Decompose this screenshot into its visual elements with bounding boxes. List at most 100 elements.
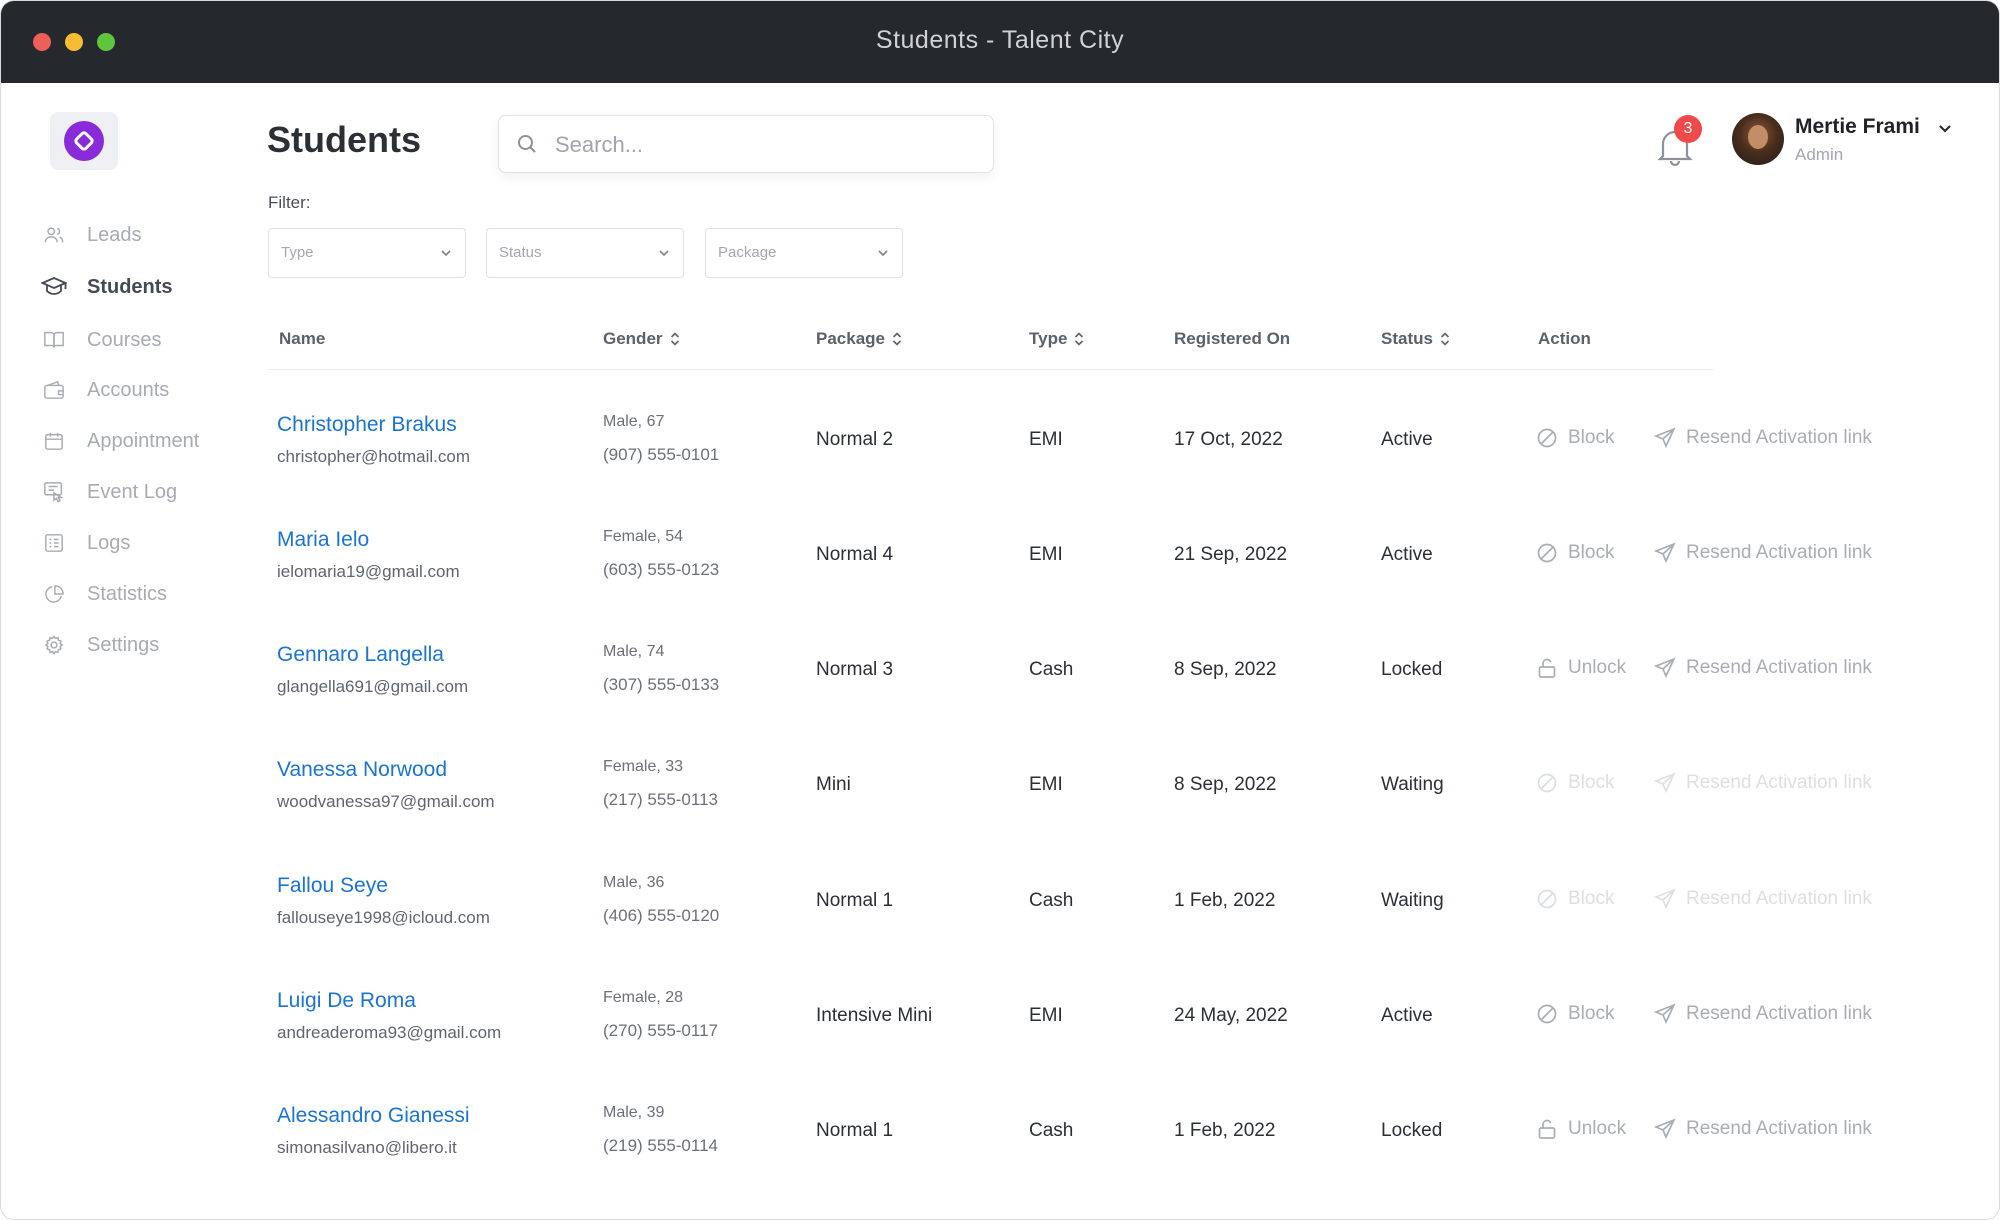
student-package: Normal 1 (816, 890, 894, 911)
student-status: Active (1381, 544, 1433, 565)
block-button[interactable]: Block (1536, 427, 1614, 449)
block-button[interactable]: Block (1536, 542, 1614, 564)
sidebar-item-label: Courses (87, 328, 162, 351)
column-header-type[interactable]: Type (1029, 329, 1085, 349)
users-icon (41, 222, 67, 248)
block-button: Block (1536, 888, 1614, 910)
student-name-link[interactable]: Maria Ielo (277, 528, 370, 551)
block-button[interactable]: Block (1536, 1003, 1614, 1025)
table-row: Fallou Seye fallouseye1998@icloud.com Ma… (1, 874, 1999, 964)
student-gender-age: Female, 33 (603, 758, 684, 775)
student-name-link[interactable]: Gennaro Langella (277, 643, 444, 666)
student-phone: (270) 555-0117 (603, 1021, 718, 1040)
student-gender-age: Male, 39 (603, 1104, 665, 1121)
student-registered-on: 8 Sep, 2022 (1174, 659, 1277, 680)
search-input[interactable] (553, 126, 957, 164)
block-icon (1536, 427, 1558, 449)
sidebar-item-label: Students (87, 275, 173, 298)
chevron-down-icon (657, 246, 671, 260)
graduation-cap-icon (41, 274, 67, 300)
student-name-link[interactable]: Vanessa Norwood (277, 758, 448, 781)
app-logo[interactable] (50, 112, 118, 170)
sidebar-item-appointment[interactable]: Appointment (41, 426, 199, 456)
event-log-icon (41, 479, 67, 505)
sidebar-item-event-log[interactable]: Event Log (41, 477, 177, 507)
student-package: Normal 3 (816, 659, 894, 680)
resend-activation-link-button[interactable]: Resend Activation link (1653, 657, 1872, 679)
send-icon (1653, 1118, 1676, 1140)
user-name[interactable]: Mertie Frami (1795, 115, 1920, 138)
resend-activation-link-button: Resend Activation link (1653, 888, 1872, 910)
resend-activation-link-button: Resend Activation link (1653, 772, 1872, 794)
student-type: EMI (1029, 774, 1063, 795)
student-type: EMI (1029, 429, 1063, 450)
student-package: Intensive Mini (816, 1005, 933, 1026)
chevron-down-icon[interactable] (1936, 119, 1954, 137)
student-name-link[interactable]: Luigi De Roma (277, 989, 416, 1012)
student-email: simonasilvano@libero.it (277, 1138, 457, 1157)
column-header-gender[interactable]: Gender (603, 329, 681, 349)
student-email: woodvanessa97@gmail.com (277, 792, 495, 811)
resend-activation-link-button[interactable]: Resend Activation link (1653, 1118, 1872, 1140)
resend-activation-link-button[interactable]: Resend Activation link (1653, 542, 1872, 564)
student-email: christopher@hotmail.com (277, 447, 470, 466)
table-row: Alessandro Gianessi simonasilvano@libero… (1, 1104, 1999, 1194)
student-type: Cash (1029, 1120, 1074, 1141)
student-phone: (217) 555-0113 (603, 790, 718, 809)
student-registered-on: 1 Feb, 2022 (1174, 1120, 1276, 1141)
package-filter-select[interactable]: Package (705, 228, 903, 278)
student-phone: (406) 555-0120 (603, 906, 720, 925)
sidebar-item-courses[interactable]: Courses (41, 325, 161, 355)
send-icon (1653, 888, 1676, 910)
unlock-button[interactable]: Unlock (1536, 657, 1626, 679)
student-name-link[interactable]: Christopher Brakus (277, 413, 457, 436)
block-icon (1536, 1003, 1558, 1025)
student-email: andreaderoma93@gmail.com (277, 1023, 502, 1042)
sidebar-item-accounts[interactable]: Accounts (41, 375, 169, 405)
sort-icon (1073, 330, 1085, 348)
student-gender-age: Female, 54 (603, 528, 684, 545)
column-header-package[interactable]: Package (816, 329, 903, 349)
student-email: fallouseye1998@icloud.com (277, 908, 490, 927)
maximize-window-button[interactable] (97, 33, 115, 51)
sidebar-item-logs[interactable]: Logs (41, 528, 130, 558)
avatar[interactable] (1732, 113, 1784, 165)
table-row: Luigi De Roma andreaderoma93@gmail.com F… (1, 989, 1999, 1079)
search-icon (515, 132, 539, 156)
sort-icon (1439, 330, 1451, 348)
student-name-link[interactable]: Fallou Seye (277, 874, 388, 897)
resend-activation-link-button[interactable]: Resend Activation link (1653, 427, 1872, 449)
sidebar-item-students[interactable]: Students (41, 272, 173, 302)
list-icon (41, 530, 67, 556)
sidebar-item-statistics[interactable]: Statistics (41, 579, 167, 609)
sidebar-item-leads[interactable]: Leads (41, 220, 142, 250)
sidebar-item-label: Leads (87, 223, 142, 246)
resend-activation-link-button[interactable]: Resend Activation link (1653, 1003, 1872, 1025)
chevron-down-icon (876, 246, 890, 260)
sidebar-item-label: Event Log (87, 480, 178, 503)
block-button: Block (1536, 772, 1614, 794)
logo-mark (64, 121, 104, 161)
column-header-status[interactable]: Status (1381, 329, 1451, 349)
send-icon (1653, 1003, 1676, 1025)
notification-badge: 3 (1674, 115, 1702, 143)
column-header-registered-on: Registered On (1174, 329, 1291, 348)
pie-chart-icon (41, 581, 67, 607)
student-registered-on: 8 Sep, 2022 (1174, 774, 1277, 795)
unlock-button[interactable]: Unlock (1536, 1118, 1626, 1140)
student-registered-on: 24 May, 2022 (1174, 1005, 1288, 1026)
send-icon (1653, 542, 1676, 564)
chevron-down-icon (439, 246, 453, 260)
student-name-link[interactable]: Alessandro Gianessi (277, 1104, 470, 1127)
type-filter-select[interactable]: Type (268, 228, 466, 278)
sidebar-item-label: Settings (87, 633, 160, 656)
sidebar-item-settings[interactable]: Settings (41, 630, 159, 660)
student-status: Active (1381, 1005, 1433, 1026)
status-filter-select[interactable]: Status (486, 228, 684, 278)
close-window-button[interactable] (33, 33, 51, 51)
student-type: EMI (1029, 1005, 1063, 1026)
send-icon (1653, 657, 1676, 679)
minimize-window-button[interactable] (65, 33, 83, 51)
search-box[interactable] (498, 115, 994, 173)
